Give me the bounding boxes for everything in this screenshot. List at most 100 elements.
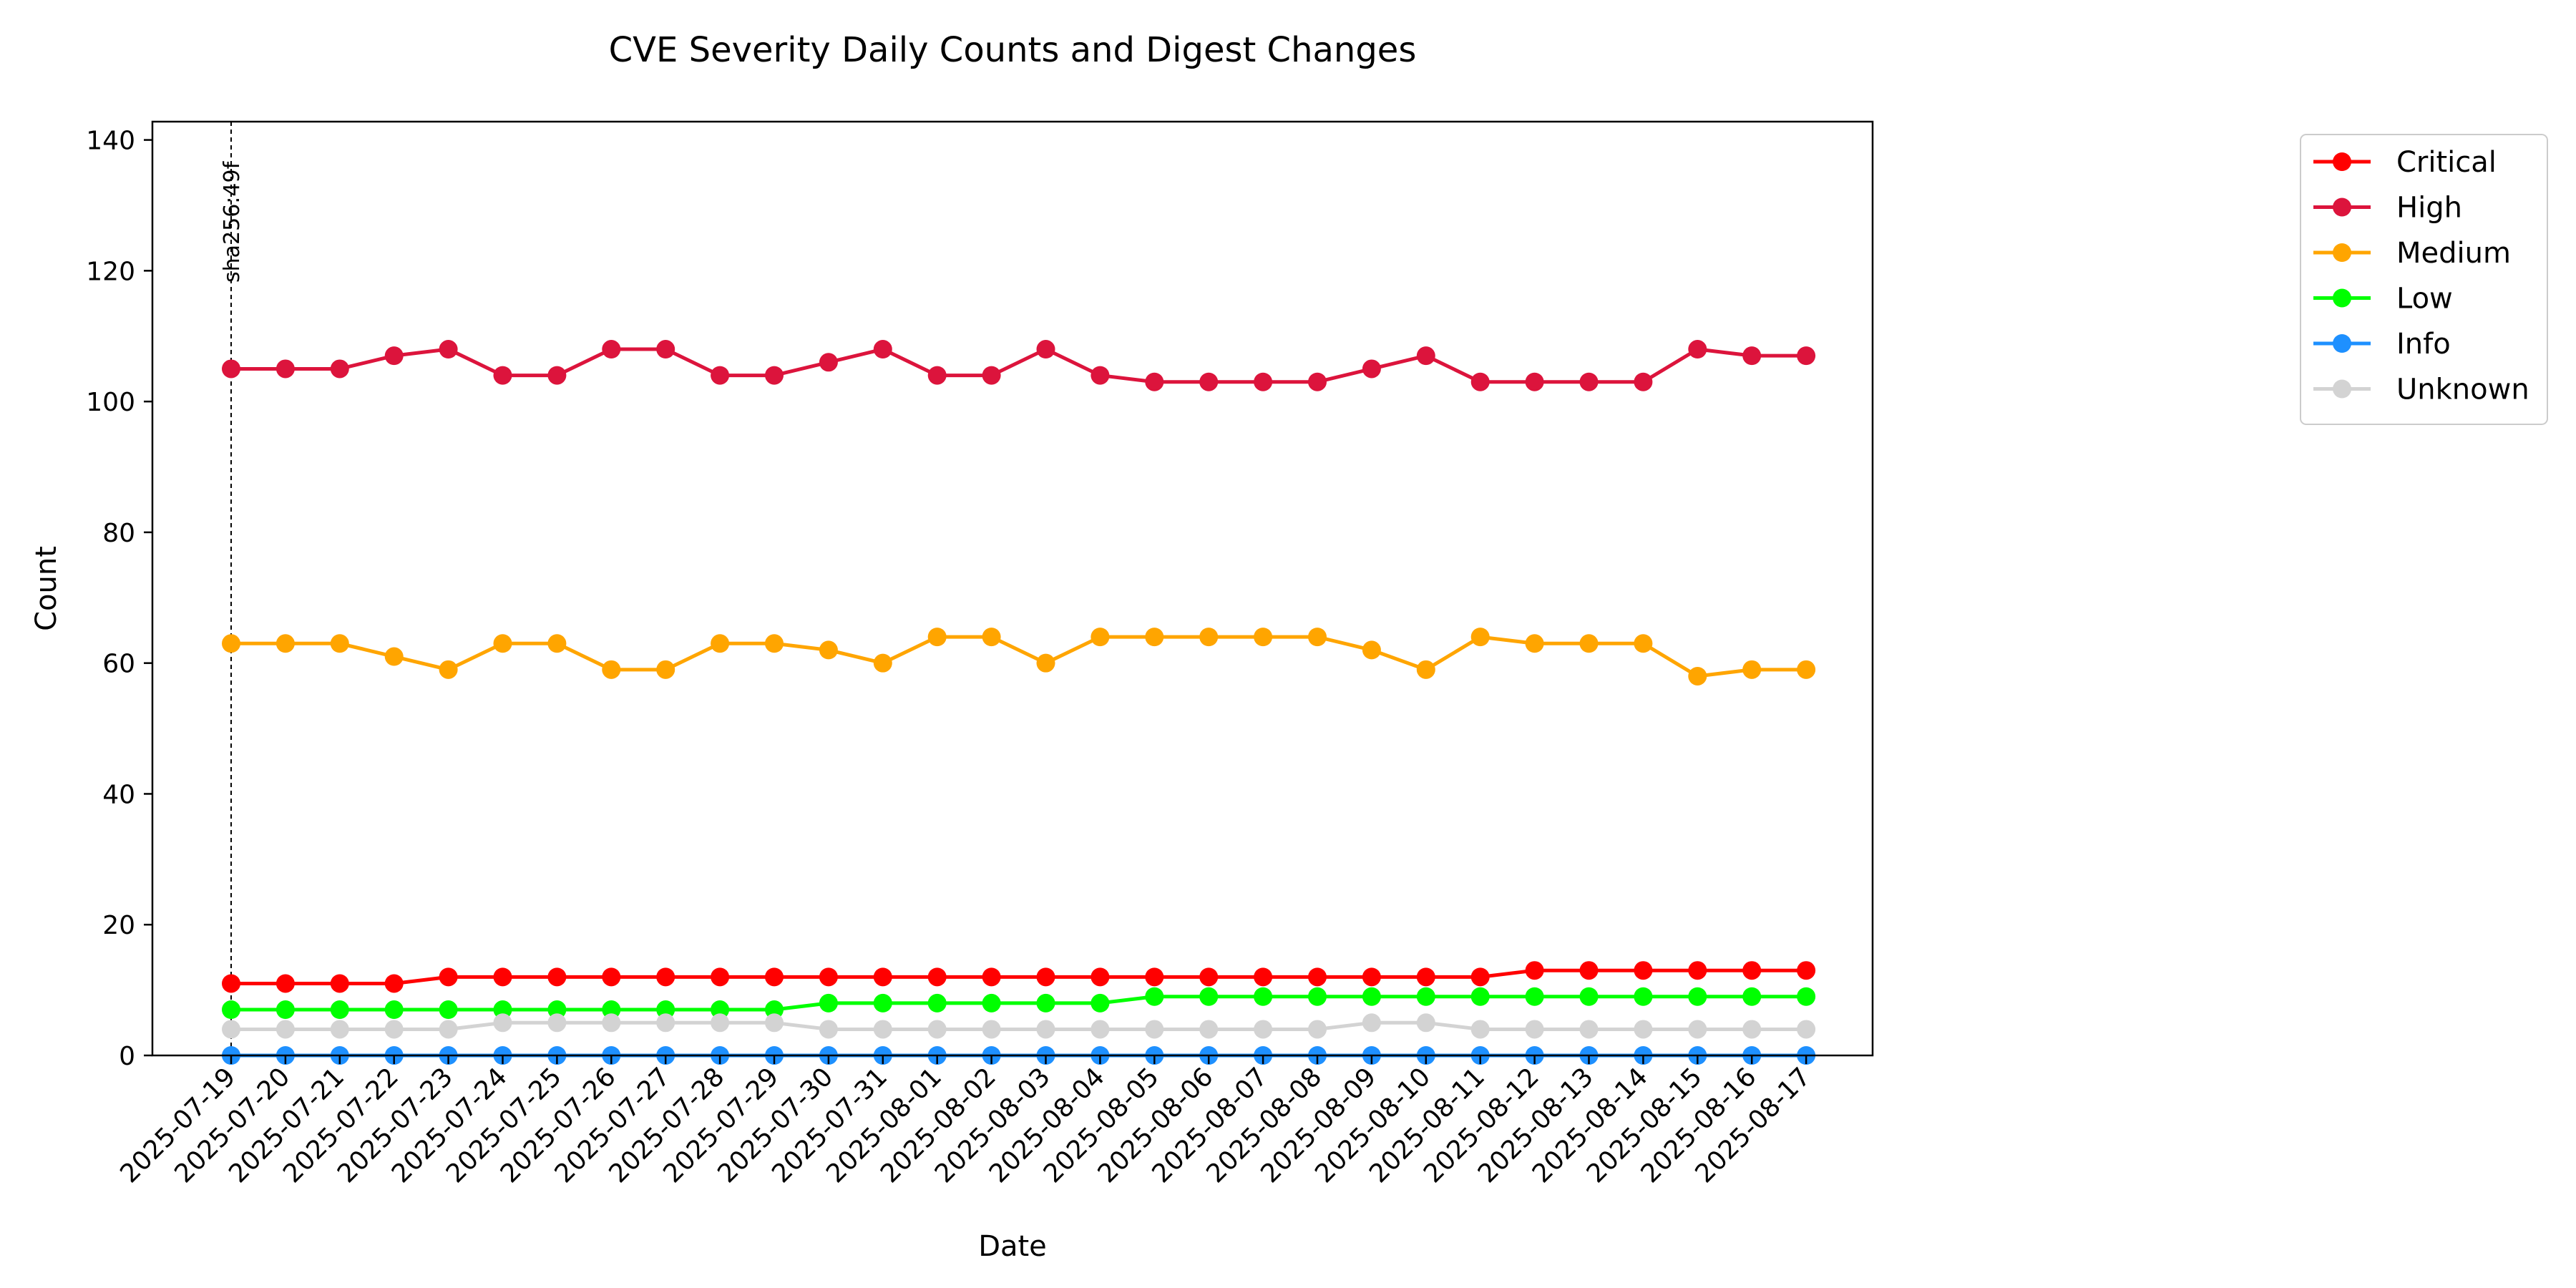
data-point-medium xyxy=(1525,634,1544,653)
x-axis-label: Date xyxy=(978,1230,1047,1263)
data-point-critical xyxy=(602,967,621,987)
legend-swatch-marker xyxy=(2333,288,2351,308)
data-point-low xyxy=(1308,987,1327,1006)
data-point-critical xyxy=(1308,967,1327,987)
y-tick-label: 80 xyxy=(102,519,135,548)
data-point-low xyxy=(927,993,947,1013)
y-tick-label: 40 xyxy=(102,780,135,809)
data-point-medium xyxy=(1416,660,1435,679)
data-point-high xyxy=(1308,372,1327,391)
data-point-unknown xyxy=(982,1020,1001,1039)
data-point-medium xyxy=(439,660,458,679)
data-point-critical xyxy=(330,974,349,993)
data-point-low xyxy=(1145,987,1164,1006)
legend-swatch-marker xyxy=(2333,197,2351,217)
data-point-medium xyxy=(1688,666,1707,686)
data-point-low xyxy=(1362,987,1381,1006)
plot-frame xyxy=(151,120,1874,1057)
data-point-medium xyxy=(384,647,404,666)
y-tick-label: 120 xyxy=(86,257,135,286)
data-point-critical xyxy=(1634,961,1653,980)
data-point-unknown xyxy=(927,1020,947,1039)
data-point-low xyxy=(1091,993,1110,1013)
data-point-low xyxy=(1579,987,1599,1006)
data-point-low xyxy=(873,993,892,1013)
data-point-unknown xyxy=(1308,1020,1327,1039)
data-point-low xyxy=(819,993,838,1013)
data-point-critical xyxy=(1362,967,1381,987)
data-point-low xyxy=(1199,987,1219,1006)
data-point-unknown xyxy=(1688,1020,1707,1039)
data-point-critical xyxy=(384,974,404,993)
data-point-high xyxy=(1579,372,1599,391)
data-point-medium xyxy=(711,634,730,653)
data-point-medium xyxy=(602,660,621,679)
data-point-critical xyxy=(927,967,947,987)
data-point-critical xyxy=(1579,961,1599,980)
data-point-medium xyxy=(493,634,512,653)
data-point-high xyxy=(1742,346,1762,366)
legend-item-info: Info xyxy=(2313,328,2451,361)
data-point-unknown xyxy=(1634,1020,1653,1039)
data-point-low xyxy=(275,1000,295,1020)
data-point-unknown xyxy=(873,1020,892,1039)
legend-item-critical: Critical xyxy=(2313,146,2497,179)
data-point-low xyxy=(330,1000,349,1020)
data-point-low xyxy=(1036,993,1055,1013)
data-point-unknown xyxy=(330,1020,349,1039)
legend-swatch-marker xyxy=(2333,379,2351,399)
data-point-unknown xyxy=(275,1020,295,1039)
legend-label: Info xyxy=(2396,328,2451,361)
data-point-low xyxy=(602,1000,621,1020)
data-point-critical xyxy=(1416,967,1435,987)
data-point-critical xyxy=(819,967,838,987)
data-point-critical xyxy=(1470,967,1490,987)
data-point-critical xyxy=(1199,967,1219,987)
data-point-unknown xyxy=(493,1013,512,1033)
data-point-medium xyxy=(1254,628,1273,647)
data-point-high xyxy=(1634,372,1653,391)
series-unknown xyxy=(222,1013,1816,1039)
series-line-medium xyxy=(231,635,1807,678)
data-point-high xyxy=(1416,346,1435,366)
data-point-low xyxy=(1470,987,1490,1006)
data-point-high xyxy=(222,359,240,379)
data-point-low xyxy=(439,1000,458,1020)
annotations-layer: sha256:49f xyxy=(220,122,245,1055)
data-point-medium xyxy=(1362,640,1381,660)
data-point-low xyxy=(982,993,1001,1013)
data-point-high xyxy=(330,359,349,379)
data-point-medium xyxy=(927,628,947,647)
series-medium xyxy=(222,628,1816,686)
data-point-high xyxy=(493,366,512,385)
data-point-critical xyxy=(493,967,512,987)
data-point-unknown xyxy=(547,1013,567,1033)
data-point-critical xyxy=(222,974,240,993)
data-point-medium xyxy=(547,634,567,653)
data-point-unknown xyxy=(1199,1020,1219,1039)
data-point-unknown xyxy=(602,1013,621,1033)
data-point-critical xyxy=(765,967,784,987)
data-point-unknown xyxy=(1145,1020,1164,1039)
data-point-high xyxy=(384,346,404,366)
data-point-medium xyxy=(1036,653,1055,673)
data-point-medium xyxy=(1091,628,1110,647)
y-tick-label: 20 xyxy=(102,911,135,940)
legend-item-low: Low xyxy=(2313,283,2453,316)
series-critical xyxy=(222,961,1816,993)
data-point-high xyxy=(1254,372,1273,391)
chart-title: CVE Severity Daily Counts and Digest Cha… xyxy=(609,30,1417,70)
y-tick-label: 60 xyxy=(102,650,135,679)
data-point-low xyxy=(1416,987,1435,1006)
data-point-medium xyxy=(1634,634,1653,653)
data-point-medium xyxy=(330,634,349,653)
data-point-low xyxy=(1688,987,1707,1006)
legend-label: Critical xyxy=(2396,146,2497,179)
series-layer xyxy=(222,340,1816,1065)
series-line-high xyxy=(231,347,1807,384)
data-point-high xyxy=(1199,372,1219,391)
data-point-medium xyxy=(1145,628,1164,647)
data-point-medium xyxy=(1742,660,1762,679)
data-point-unknown xyxy=(765,1013,784,1033)
legend-item-high: High xyxy=(2313,192,2462,225)
